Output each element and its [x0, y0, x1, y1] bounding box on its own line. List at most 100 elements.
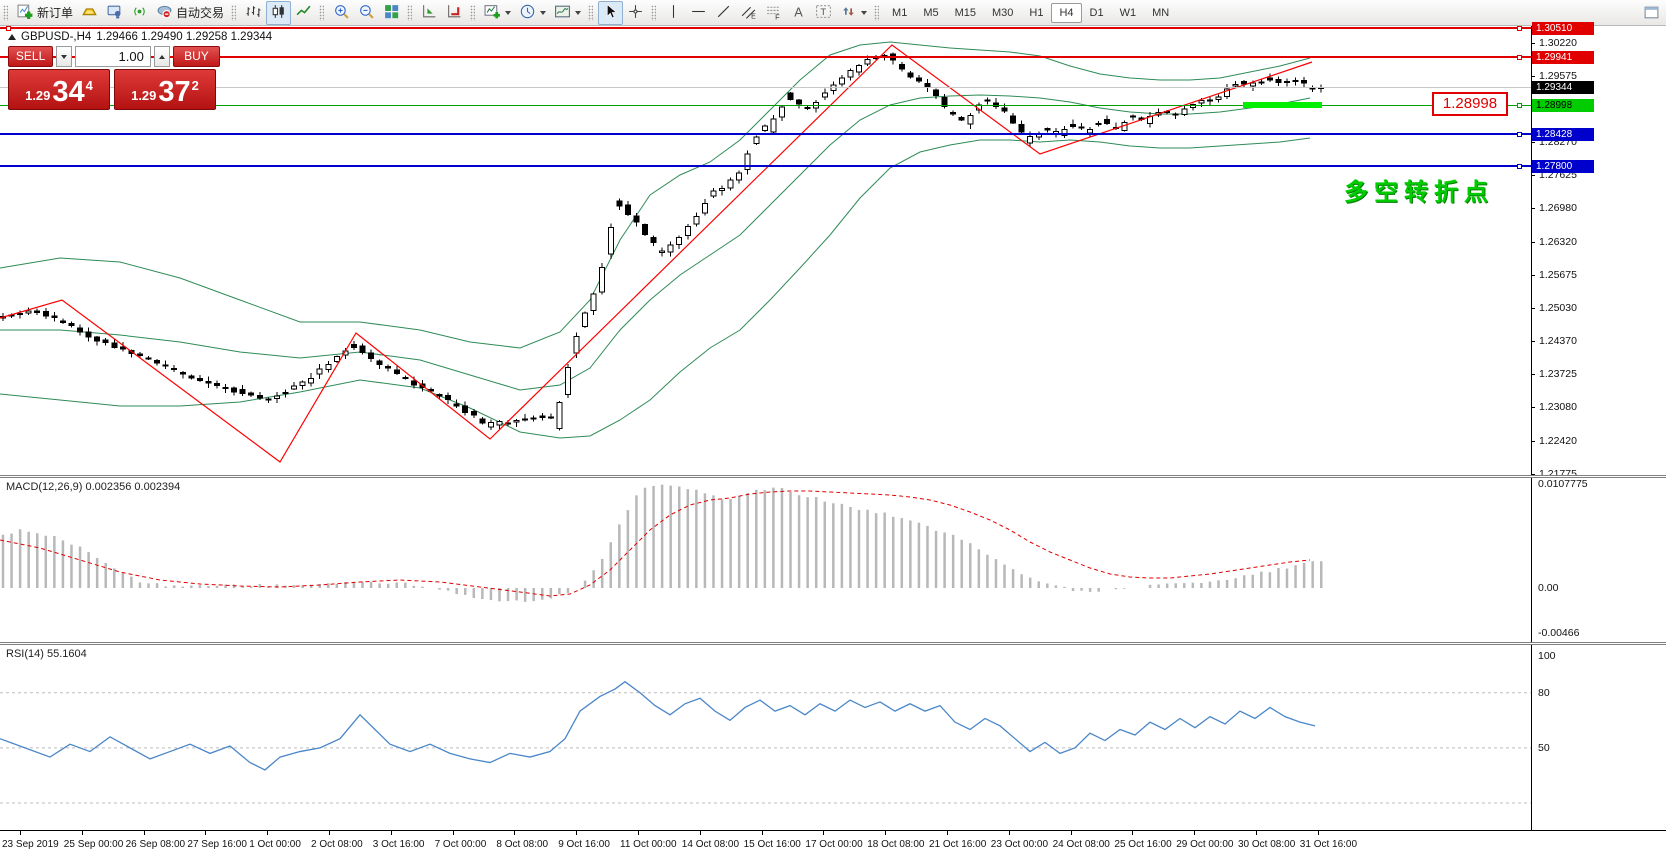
sell-button[interactable]: SELL — [8, 46, 54, 67]
macd-label: MACD(12,26,9) 0.002356 0.002394 — [6, 481, 181, 493]
volume-decrease-button[interactable] — [56, 46, 73, 67]
chart-ohlc-values: 1.29466 1.29490 1.29258 1.29344 — [96, 31, 273, 43]
gold-button[interactable] — [77, 1, 102, 25]
clock-icon — [519, 3, 536, 23]
chart-shift-icon — [421, 3, 438, 23]
time-axis-label: 31 Oct 16:00 — [1299, 839, 1358, 850]
timeframe-d1-button[interactable]: D1 — [1089, 6, 1104, 19]
sell-price-button[interactable]: 1.29 34 4 — [8, 69, 110, 110]
svg-text:A: A — [794, 4, 803, 19]
level-handle[interactable] — [1517, 25, 1522, 31]
rsi-axis-label: 100 — [1538, 650, 1556, 662]
toolbar-group-pointer — [596, 0, 650, 25]
price-axis-line — [1531, 26, 1532, 832]
level-line-1.30510[interactable] — [0, 27, 1531, 29]
buy-price-button[interactable]: 1.29 37 2 — [114, 69, 216, 110]
level-handle[interactable] — [1517, 102, 1522, 108]
auto-scroll-button[interactable] — [442, 1, 467, 25]
volume-increase-button[interactable] — [153, 46, 170, 67]
text-button[interactable]: A — [786, 1, 811, 25]
level-handle[interactable] — [6, 25, 11, 31]
docked-chart-button[interactable] — [1639, 1, 1664, 25]
period-menu-button[interactable] — [515, 1, 550, 25]
timeframe-h1-button[interactable]: H1 — [1029, 6, 1044, 19]
time-axis-label: 21 Oct 16:00 — [929, 839, 987, 850]
line-chart-icon — [295, 3, 312, 23]
arrows-button[interactable] — [836, 1, 871, 25]
level-line-1.29941[interactable] — [0, 56, 1531, 59]
time-axis-label: 9 Oct 16:00 — [558, 839, 610, 850]
price-tick-mark — [1531, 75, 1535, 77]
timeframe-m1-button[interactable]: M1 — [892, 6, 908, 19]
level-line-1.27800[interactable] — [0, 165, 1531, 168]
crosshair-button[interactable] — [623, 1, 648, 25]
channel-icon: E — [740, 3, 757, 23]
chart-shift-button[interactable] — [417, 1, 442, 25]
sell-price-pip: 4 — [85, 78, 93, 93]
arrow-down-icon — [61, 54, 68, 59]
buy-button[interactable]: BUY — [172, 46, 220, 67]
collapse-arrow-icon[interactable] — [8, 34, 16, 40]
autotrade-button[interactable]: 自动交易 — [152, 1, 228, 25]
new-order-button[interactable]: 新订单 — [13, 1, 77, 25]
channel-button[interactable]: E — [736, 1, 761, 25]
price-tick-label: 1.25030 — [1539, 301, 1577, 314]
level-handle[interactable] — [1517, 54, 1522, 60]
toolbar-group-timeframes: M1 M5 M15 M30 H1 H4 D1 W1 MN — [882, 1, 1179, 25]
line-chart-button[interactable] — [291, 1, 316, 25]
level-handle[interactable] — [1517, 131, 1522, 137]
bollinger-lower — [0, 137, 1311, 439]
price-tag-1.28428: 1.28428 — [1532, 127, 1594, 141]
tile-windows-button[interactable] — [379, 1, 404, 25]
pane-separator[interactable] — [0, 475, 1666, 478]
zoom-out-button[interactable] — [354, 1, 379, 25]
turning-point-annotation[interactable]: 多空转折点 — [1344, 179, 1494, 206]
bollinger-middle — [0, 94, 1311, 391]
time-tick-mark — [20, 831, 21, 835]
candle-chart-button[interactable] — [266, 0, 292, 25]
macd-axis-label: 0.00 — [1538, 582, 1559, 594]
chevron-down-icon — [540, 10, 547, 15]
trendline-button[interactable] — [711, 1, 736, 25]
level-line-1.28428[interactable] — [0, 133, 1531, 136]
level-line-1.29344[interactable] — [0, 86, 1531, 88]
time-axis[interactable]: 23 Sep 2019 25 Sep 00:00 26 Sep 08:00 27 Se… — [0, 830, 1666, 859]
price-tick-mark — [1531, 241, 1535, 243]
volume-input[interactable]: 1.00 — [75, 46, 151, 67]
time-tick-mark — [761, 831, 763, 835]
price-tag-1.29344: 1.29344 — [1532, 80, 1594, 94]
timeframe-m15-button[interactable]: M15 — [954, 6, 976, 19]
horizontal-line-button[interactable] — [686, 1, 711, 25]
pane-separator[interactable] — [0, 642, 1666, 645]
level-handle[interactable] — [1517, 163, 1522, 169]
sell-price-main: 34 — [52, 76, 85, 108]
timeframe-m30-button[interactable]: M30 — [992, 6, 1014, 19]
price-callout-label[interactable]: 1.28998 — [1432, 92, 1508, 116]
cursor-button[interactable] — [598, 0, 624, 25]
level-highlight-segment[interactable] — [1243, 102, 1322, 109]
new-chart-button[interactable] — [480, 1, 515, 25]
price-tag-1.29941: 1.29941 — [1532, 50, 1594, 64]
time-tick-mark — [143, 831, 145, 835]
signal-button[interactable] — [127, 1, 152, 25]
bars-icon — [245, 3, 262, 23]
timeframe-mn-button[interactable]: MN — [1152, 6, 1170, 19]
sell-price-prefix: 1.29 — [25, 88, 51, 103]
bollinger-upper — [0, 41, 1311, 349]
timeframe-h4-button[interactable]: H4 — [1051, 2, 1082, 23]
label-button[interactable]: T — [811, 1, 836, 25]
time-tick-mark — [1132, 831, 1134, 835]
bar-chart-button[interactable] — [241, 1, 266, 25]
terminal-button[interactable] — [102, 1, 127, 25]
template-menu-button[interactable] — [550, 1, 585, 25]
vertical-line-button[interactable] — [661, 1, 686, 25]
level-line-1.28998[interactable] — [0, 104, 1531, 106]
fibonacci-button[interactable]: F — [761, 1, 786, 25]
zoom-in-button[interactable] — [329, 1, 354, 25]
time-axis-label: 11 Oct 00:00 — [620, 839, 677, 850]
toolbar-grip — [3, 4, 8, 21]
timeframe-m5-button[interactable]: M5 — [923, 6, 939, 19]
price-tick-label: 1.29575 — [1539, 69, 1577, 82]
timeframe-w1-button[interactable]: W1 — [1119, 6, 1137, 19]
toolbar-grip — [231, 4, 237, 21]
